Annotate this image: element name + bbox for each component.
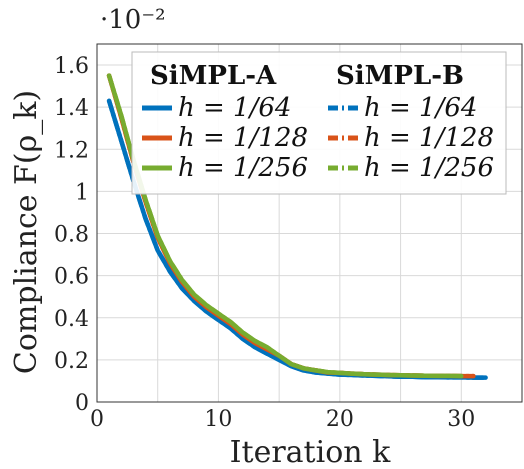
legend-entry-5: h = 1/256	[364, 153, 494, 183]
y-tick-label-6: 1.2	[54, 138, 89, 163]
y-tick-label-5: 1	[75, 180, 89, 205]
legend-group-0: SiMPL-A	[150, 61, 277, 91]
legend-entry-0: h = 1/64	[178, 93, 291, 123]
legend-group-1: SiMPL-B	[336, 61, 464, 91]
x-tick-label-3: 30	[447, 407, 475, 432]
legend-entry-4: h = 1/128	[364, 123, 494, 153]
y-tick-label-3: 0.6	[54, 265, 89, 290]
series-layer	[106, 73, 488, 380]
y-tick-label-7: 1.4	[54, 96, 89, 121]
legend-entry-2: h = 1/256	[178, 153, 308, 183]
y-tick-label-0: 0	[75, 391, 89, 416]
legend-entry-1: h = 1/128	[178, 123, 308, 153]
x-tick-label-0: 0	[90, 407, 104, 432]
ticks: 0 10 20 30 0 0.2 0.4 0.6 0.8 1 1.2 1.4 1.6	[54, 54, 475, 432]
y-tick-label-2: 0.4	[54, 307, 89, 332]
x-tick-label-2: 20	[326, 407, 354, 432]
x-tick-label-1: 10	[204, 407, 232, 432]
legend-entry-3: h = 1/64	[364, 93, 477, 123]
series-line-2	[106, 73, 464, 379]
y-tick-label-4: 0.8	[54, 223, 89, 248]
legend-box	[131, 51, 507, 195]
y-axis-label: Compliance F(ρ_k)	[9, 90, 44, 374]
plot-frame	[96, 43, 523, 403]
x-axis-label: Iteration k	[230, 435, 391, 469]
y-tick-label-1: 0.2	[54, 349, 89, 374]
y-scale-label: ·10⁻²	[100, 5, 166, 35]
y-tick-label-8: 1.6	[54, 54, 89, 79]
